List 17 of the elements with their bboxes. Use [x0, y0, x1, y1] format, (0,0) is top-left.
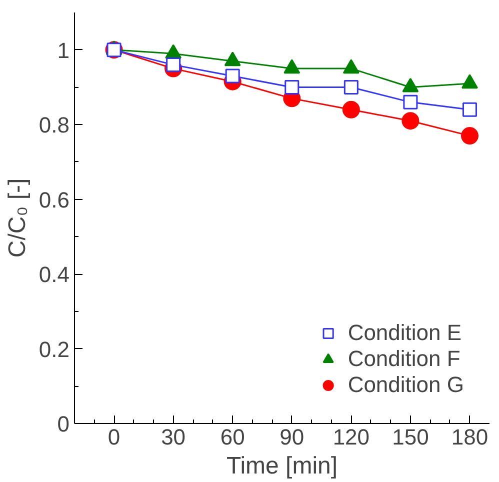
x-tick-label: 120 [332, 424, 370, 450]
x-tick-label: 60 [220, 424, 245, 450]
y-tick-label: 1 [57, 38, 70, 63]
y-axis-title: C/C₀ [-] [4, 178, 31, 258]
y-tick-label: 0.6 [38, 187, 70, 212]
legend-label: Condition E [348, 320, 462, 346]
legend-label: Condition F [348, 346, 460, 372]
x-tick-label: 0 [108, 424, 120, 450]
y-tick-label: 0.2 [38, 336, 70, 362]
x-tick-label: 150 [392, 424, 429, 450]
x-tick-label: 90 [280, 424, 304, 450]
x-tick-label: 180 [451, 424, 488, 450]
y-tick-label: 0.8 [38, 112, 70, 138]
x-tick-label: 30 [161, 424, 186, 450]
x-axis-title: Time [min] [226, 452, 338, 480]
legend-label: Condition G [348, 372, 464, 398]
y-tick-label: 0.4 [38, 262, 70, 288]
